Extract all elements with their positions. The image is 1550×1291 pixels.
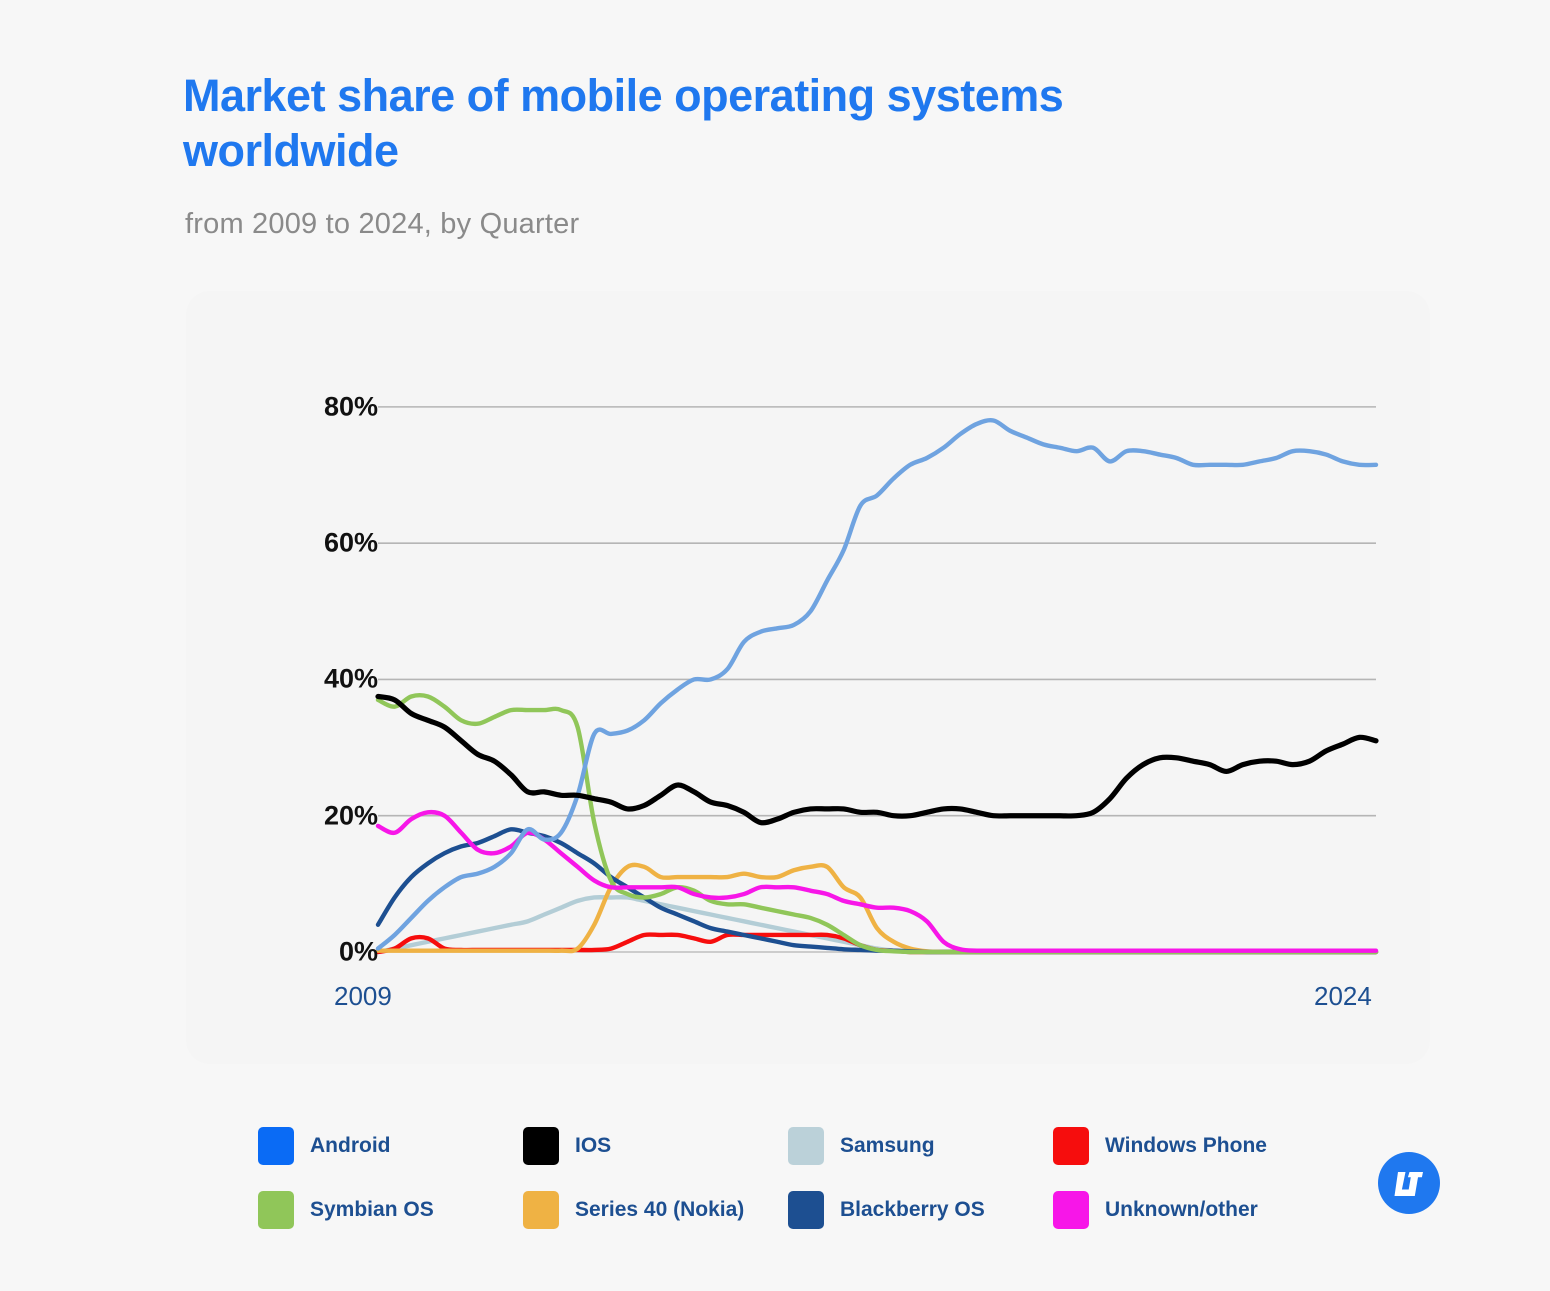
x-axis-label-start: 2009 [334,981,392,1011]
legend-item[interactable]: Symbian OS [258,1191,523,1229]
series-line-blackberry-os [375,827,1379,955]
line-chart-plot [186,291,1430,1064]
legend-item-label: Blackberry OS [840,1198,985,1221]
series-line-symbian-os [375,692,1379,955]
legend-item[interactable]: Blackberry OS [788,1191,1053,1229]
series-line-ios [375,693,1379,826]
legend-item[interactable]: Series 40 (Nokia) [523,1191,788,1229]
legend-item[interactable]: Unknown/other [1053,1191,1318,1229]
y-axis-labels: 0% 20% 40% 60% 80% [246,291,378,1064]
y-axis-tick-label: 60% [323,527,378,558]
legend-item[interactable]: Android [258,1127,523,1165]
y-axis-tick-label: 0% [338,936,378,967]
chart-card: 0% 20% 40% 60% 80% 2009 2024 [186,291,1430,1064]
legend-item-label: Samsung [840,1134,935,1157]
android-swatch [258,1127,294,1165]
page-title: Market share of mobile operating systems… [183,70,1064,177]
series-line-android [375,418,1379,951]
page-subtitle: from 2009 to 2024, by Quarter [185,208,580,240]
y-axis-tick-label: 80% [323,391,378,422]
legend-item-label: Series 40 (Nokia) [575,1198,745,1221]
blackberry-swatch [788,1191,824,1229]
legend-item-label: IOS [575,1134,612,1157]
legend-item-label: Unknown/other [1105,1198,1258,1221]
y-axis-tick-label: 40% [323,663,378,694]
windows-phone-swatch [1053,1127,1089,1165]
y-axis-tick-label: 20% [323,800,378,831]
legend-item-label: Windows Phone [1105,1134,1267,1157]
legend-item[interactable]: Windows Phone [1053,1127,1318,1165]
legend-item[interactable]: IOS [523,1127,788,1165]
legend-item[interactable]: Samsung [788,1127,1053,1165]
series40-swatch [523,1191,559,1229]
symbian-swatch [258,1191,294,1229]
samsung-swatch [788,1127,824,1165]
lt-logo [1378,1152,1440,1214]
legend-item-label: Android [310,1134,391,1157]
unknown-other-swatch [1053,1191,1089,1229]
ios-swatch [523,1127,559,1165]
legend-item-label: Symbian OS [310,1198,434,1221]
x-axis-label-end: 2024 [1314,981,1372,1011]
chart-legend: Android IOS Samsung Windows Phone Symbian OS… [258,1114,1348,1242]
